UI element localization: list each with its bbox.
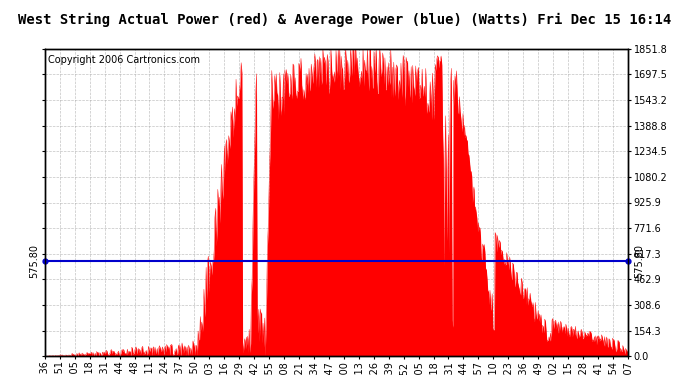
Text: Copyright 2006 Cartronics.com: Copyright 2006 Cartronics.com — [48, 55, 200, 65]
Text: 575.80: 575.80 — [633, 244, 644, 278]
Text: 575.80: 575.80 — [29, 244, 39, 278]
Text: West String Actual Power (red) & Average Power (blue) (Watts) Fri Dec 15 16:14: West String Actual Power (red) & Average… — [19, 13, 671, 27]
